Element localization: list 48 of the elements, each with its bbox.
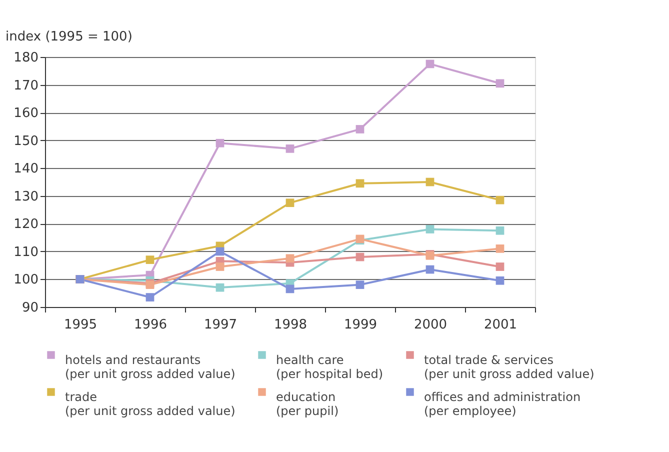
- x-tick-label: 1998: [274, 318, 308, 332]
- x-tick-label: 1999: [344, 318, 378, 332]
- point: [286, 144, 294, 153]
- point: [426, 178, 434, 186]
- x-tick-label: 1997: [204, 318, 238, 332]
- point: [286, 198, 294, 208]
- point: [426, 265, 434, 274]
- legend-label: education (per pupil): [276, 390, 339, 418]
- legend-label: health care (per hospital bed): [276, 353, 384, 381]
- y-axis-title: index (1995 = 100): [6, 30, 132, 44]
- point: [496, 79, 504, 88]
- point: [356, 179, 364, 188]
- point: [356, 125, 364, 134]
- x-tick-label: 2000: [414, 318, 448, 332]
- y-tick-label: 130: [14, 189, 38, 204]
- point: [216, 138, 224, 148]
- y-tick-label: 170: [14, 78, 38, 94]
- legend-label: total trade & services (per unit gross added value): [424, 353, 594, 381]
- point: [286, 284, 294, 294]
- x-tick-label: 1995: [64, 318, 98, 332]
- point: [146, 293, 154, 302]
- point: [356, 252, 364, 262]
- y-tick-label: 90: [22, 300, 38, 316]
- legend-label: hotels and restaurants (per unit gross added value): [65, 353, 236, 381]
- point: [216, 262, 224, 271]
- point: [216, 247, 224, 256]
- y-tick-label: 160: [14, 106, 38, 122]
- y-tick-label: 110: [14, 244, 38, 260]
- y-tick-label: 140: [14, 162, 38, 177]
- y-tick-label: 100: [14, 272, 38, 288]
- point: [426, 225, 434, 234]
- point: [356, 280, 364, 289]
- x-tick-label: 1996: [134, 318, 168, 332]
- point: [496, 226, 504, 235]
- legend-label: trade (per unit gross added value): [65, 390, 236, 418]
- point: [496, 262, 504, 271]
- point: [496, 196, 504, 204]
- point: [146, 256, 154, 264]
- point: [426, 60, 434, 68]
- point: [286, 254, 294, 263]
- legend-label: offices and administration (per employee): [424, 390, 581, 418]
- x-tick-label: 2001: [484, 318, 518, 332]
- y-tick-label: 150: [14, 134, 38, 149]
- point: [496, 244, 504, 253]
- y-tick-label: 180: [14, 50, 38, 66]
- point: [496, 276, 504, 285]
- point: [216, 283, 224, 292]
- y-tick-label: 120: [14, 217, 38, 232]
